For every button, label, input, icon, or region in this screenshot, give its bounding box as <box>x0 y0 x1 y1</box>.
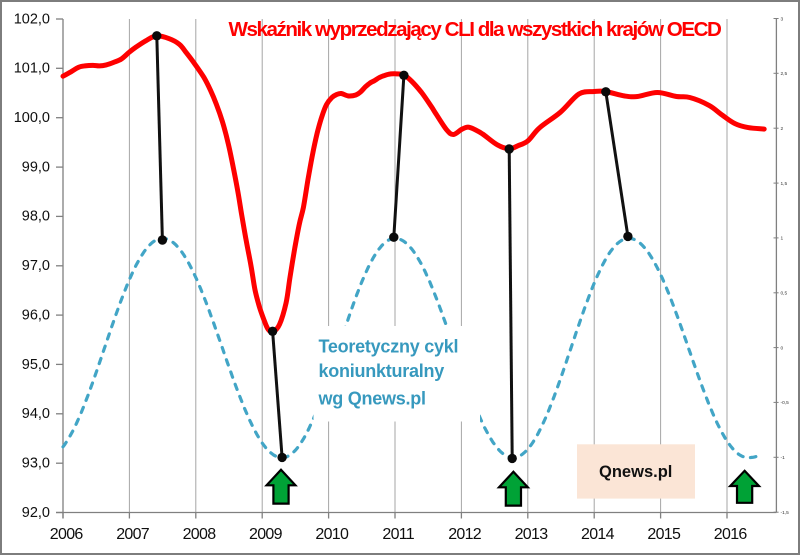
svg-text:-0,5: -0,5 <box>781 400 790 406</box>
svg-text:0,5: 0,5 <box>781 291 788 297</box>
svg-text:0: 0 <box>781 345 784 351</box>
svg-text:99,0: 99,0 <box>22 159 50 175</box>
svg-text:koniunkturalny: koniunkturalny <box>319 361 445 381</box>
svg-text:95,0: 95,0 <box>22 357 50 373</box>
svg-text:98,0: 98,0 <box>22 209 50 225</box>
svg-text:2011: 2011 <box>382 526 414 543</box>
svg-text:92,0: 92,0 <box>22 505 50 521</box>
svg-text:2012: 2012 <box>448 526 482 543</box>
svg-text:2015: 2015 <box>647 526 681 543</box>
svg-text:102,0: 102,0 <box>14 11 50 27</box>
svg-text:2008: 2008 <box>183 526 217 543</box>
svg-text:101,0: 101,0 <box>14 61 50 77</box>
svg-text:2010: 2010 <box>315 526 349 543</box>
svg-text:97,0: 97,0 <box>22 258 50 274</box>
svg-text:2006: 2006 <box>50 526 84 543</box>
svg-text:wg Qnews.pl: wg Qnews.pl <box>318 388 426 408</box>
svg-text:2,5: 2,5 <box>781 71 788 77</box>
svg-text:-1: -1 <box>781 455 786 461</box>
svg-text:3: 3 <box>781 16 784 22</box>
svg-text:2009: 2009 <box>249 526 283 543</box>
svg-text:100,0: 100,0 <box>14 110 50 126</box>
svg-text:93,0: 93,0 <box>22 456 50 472</box>
svg-text:2013: 2013 <box>515 526 549 543</box>
svg-text:2014: 2014 <box>581 526 615 543</box>
svg-text:2: 2 <box>781 126 784 132</box>
svg-text:Qnews.pl: Qnews.pl <box>599 463 672 481</box>
svg-text:1: 1 <box>781 236 784 242</box>
svg-text:2016: 2016 <box>714 526 748 543</box>
svg-text:-1,5: -1,5 <box>781 510 790 516</box>
svg-text:1,5: 1,5 <box>781 181 788 187</box>
svg-text:Teoretyczny cykl: Teoretyczny cykl <box>319 337 459 357</box>
svg-text:94,0: 94,0 <box>22 406 50 422</box>
svg-text:2007: 2007 <box>116 526 150 543</box>
svg-text:96,0: 96,0 <box>22 307 50 323</box>
svg-text:Wskaźnik wyprzedzający CLI dla: Wskaźnik wyprzedzający CLI dla wszystkic… <box>229 18 722 41</box>
